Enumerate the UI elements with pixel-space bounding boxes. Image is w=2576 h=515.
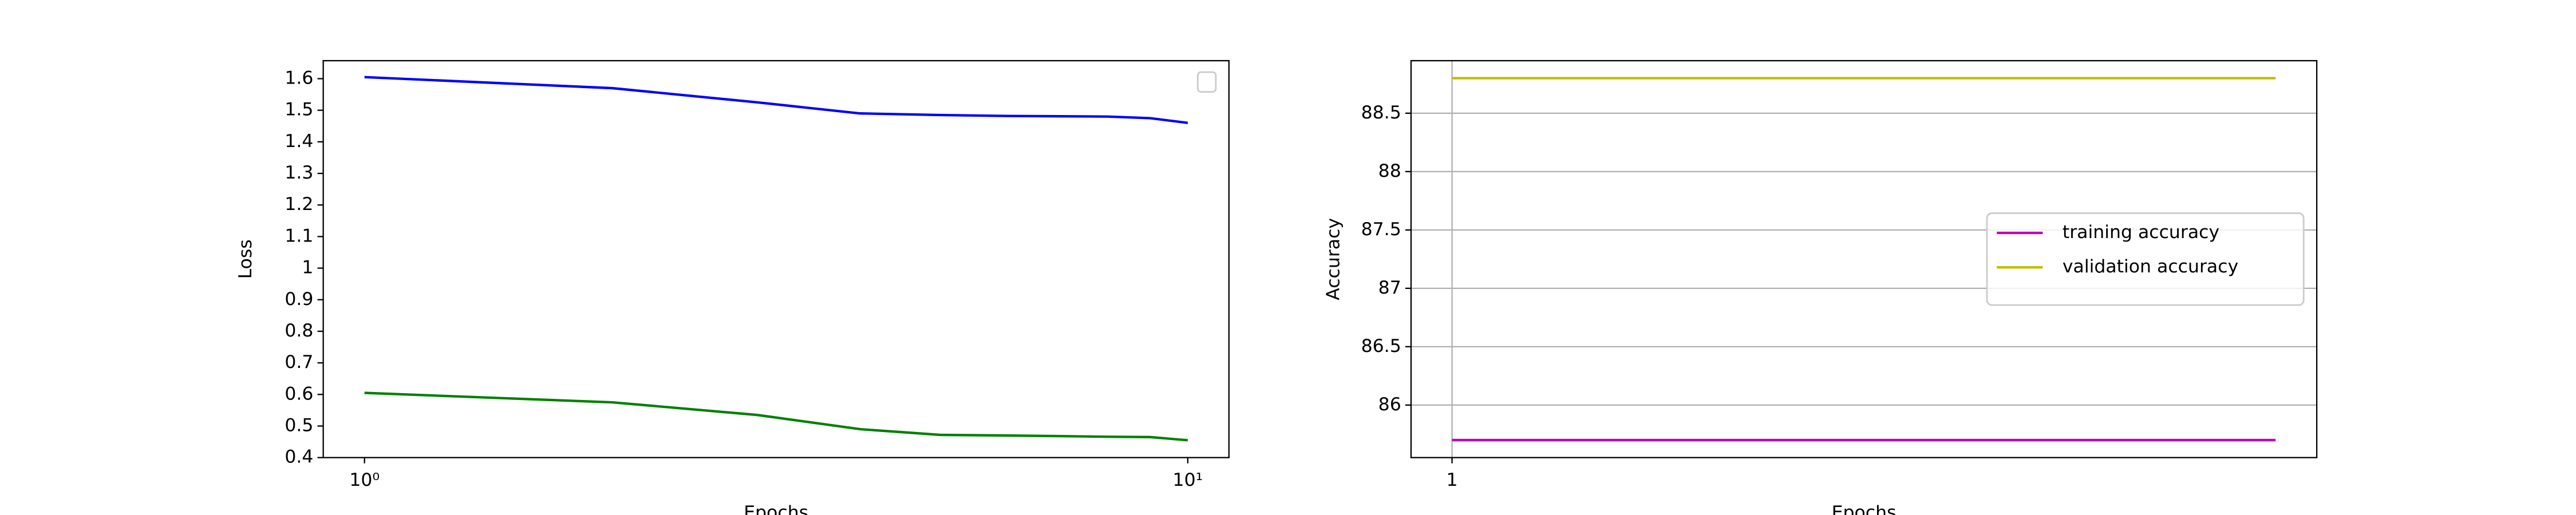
plot-frame xyxy=(1410,60,2318,458)
y-axis-label: Accuracy xyxy=(1323,218,1344,300)
y-tick-label: 87.5 xyxy=(1361,219,1401,240)
series-line xyxy=(364,391,1188,442)
legend-label: training accuracy xyxy=(2063,222,2219,243)
y-tick-label: 0.8 xyxy=(285,320,313,341)
x-tick-label: 1 xyxy=(1447,470,1458,490)
x-tick-label: 10⁰ xyxy=(349,470,380,490)
y-tick-label: 0.5 xyxy=(285,415,313,436)
y-tick-label: 1.3 xyxy=(285,163,313,183)
legend-box xyxy=(1986,212,2305,306)
y-tick-label: 1.4 xyxy=(285,131,313,152)
y-tick-label: 86 xyxy=(1378,394,1401,415)
legend-label: validation accuracy xyxy=(2063,256,2238,277)
empty-legend xyxy=(1196,71,1217,93)
y-tick-label: 88 xyxy=(1378,161,1401,181)
y-tick-label: 0.4 xyxy=(285,447,313,468)
x-axis-label: Epochs xyxy=(744,502,808,515)
y-tick-label: 1.5 xyxy=(285,100,313,120)
y-tick-label: 1 xyxy=(302,258,313,278)
series-line xyxy=(364,76,1188,124)
y-tick-label: 87 xyxy=(1378,278,1401,298)
x-axis-label: Epochs xyxy=(1832,502,1897,515)
y-tick-label: 0.6 xyxy=(285,383,313,404)
x-tick-label: 10¹ xyxy=(1173,470,1203,490)
y-tick-label: 1.6 xyxy=(285,68,313,89)
y-tick-label: 0.7 xyxy=(285,352,313,373)
y-tick-label: 86.5 xyxy=(1361,336,1401,356)
y-tick-label: 1.1 xyxy=(285,225,313,246)
y-tick-label: 0.9 xyxy=(285,289,313,310)
y-axis-label: Loss xyxy=(235,239,256,279)
y-tick-label: 1.2 xyxy=(285,194,313,215)
y-tick-label: 88.5 xyxy=(1361,102,1401,123)
plot-frame xyxy=(322,60,1230,458)
